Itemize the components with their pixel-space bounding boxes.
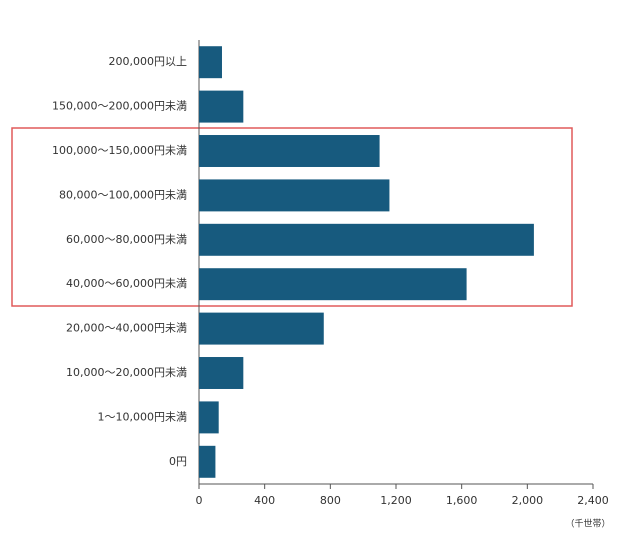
bar [199,312,324,345]
highlight-box [11,127,573,307]
y-tick-label: 60,000～80,000円未満 [66,233,187,246]
bar [199,90,244,123]
y-tick-label: 80,000～100,000円未満 [59,188,187,201]
bar [199,46,222,79]
x-tick-label: 400 [254,494,275,507]
bar [199,357,244,389]
y-tick-label: 0円 [169,455,187,468]
bar [199,268,467,301]
y-tick-label: 20,000～40,000円未満 [66,322,187,335]
x-tick-label: 2,400 [577,494,609,507]
y-tick-label: 1～10,000円未満 [98,410,188,423]
y-tick-label: 10,000～20,000円未満 [66,366,187,379]
bar [199,445,216,478]
x-tick-label: 1,200 [380,494,412,507]
y-tick-label: 100,000～150,000円未満 [52,144,187,157]
x-tick-label: 1,600 [446,494,478,507]
bar [199,135,380,167]
x-tick-label: 0 [196,494,203,507]
y-tick-label: 200,000円以上 [109,55,188,68]
unit-label: （千世帯） [565,518,610,530]
y-tick-label: 150,000～200,000円未満 [52,100,187,113]
bar [199,223,534,256]
bar [199,179,390,212]
x-tick-label: 2,000 [512,494,544,507]
y-tick-label: 40,000～60,000円未満 [66,277,187,290]
bar [199,401,219,434]
x-tick-label: 800 [320,494,341,507]
